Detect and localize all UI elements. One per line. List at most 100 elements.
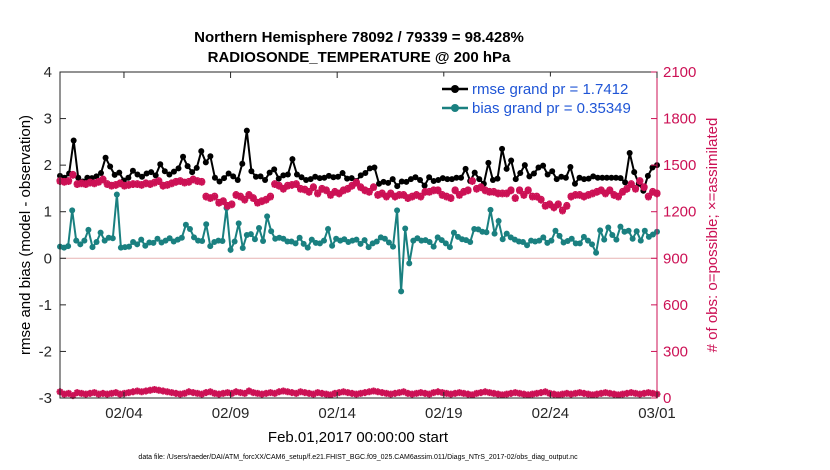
data-point [614,193,622,201]
data-point [344,185,352,193]
data-point [228,201,236,209]
data-point [292,240,299,247]
data-point [444,176,451,183]
y-tick-label: 1 [44,204,52,221]
data-point [462,165,469,172]
y-tick-label: 2 [44,157,52,174]
data-point [581,176,588,183]
data-point [180,153,187,160]
data-point [507,187,515,195]
data-point [619,188,627,196]
data-point [60,390,68,398]
data-point [448,176,455,183]
data-point [576,191,584,199]
data-point [148,169,155,176]
data-point [619,390,627,398]
data-point [446,244,453,251]
data-point [499,236,506,243]
data-point [189,389,197,397]
y2-tick-label: 1500 [663,157,696,174]
data-point [314,389,322,397]
x-tick-label: 02/09 [212,405,250,422]
data-point [348,389,356,397]
data-point [258,198,266,206]
data-point [597,187,605,195]
data-point [155,386,163,394]
data-point [544,171,551,178]
data-point [150,385,158,393]
data-point [593,390,601,398]
data-point [524,391,532,399]
data-point [556,232,563,239]
data-point [170,168,177,175]
data-point [266,169,273,176]
data-point [395,191,403,199]
data-point [215,199,223,207]
data-point [507,389,515,397]
data-point [279,185,287,193]
data-point [473,185,481,193]
data-point [211,389,219,397]
data-point [112,181,120,189]
data-point [352,390,360,398]
data-point [301,389,309,397]
data-point [590,173,597,180]
data-point [477,184,485,192]
data-point [406,260,413,267]
data-point [434,388,442,396]
data-point [498,391,506,399]
data-point [511,389,519,397]
data-point [176,390,184,398]
data-point [468,177,476,185]
data-point [249,195,257,203]
legend-rmse-marker [451,85,459,93]
data-point [221,175,228,182]
data-point [485,159,492,166]
data-point [508,157,515,164]
data-point [185,178,193,186]
data-point [357,172,364,179]
data-point [585,175,592,182]
data-point [142,242,149,249]
data-point [622,179,629,186]
data-point [95,178,103,186]
data-point [499,145,506,152]
data-point [166,235,173,242]
data-point [443,389,451,397]
data-point [239,160,246,167]
data-point [389,176,396,183]
data-point [339,170,346,177]
x-tick-label: 02/24 [532,405,570,422]
data-point [316,175,323,182]
data-point [206,195,214,203]
data-point [304,244,311,251]
data-point [111,171,118,178]
data-point [576,240,583,247]
data-point [348,182,356,190]
data-point [477,389,485,397]
data-point [362,170,369,177]
data-point [605,224,612,231]
y-tick-label: 4 [44,64,52,81]
data-point [425,188,433,196]
data-point [175,165,182,172]
data-point [297,185,305,193]
y-tick-label: 3 [44,111,52,128]
data-point [373,238,380,245]
data-point [305,188,313,196]
data-point [485,188,493,196]
data-point [292,389,300,397]
data-point [550,390,558,398]
data-point [203,221,210,228]
data-point [567,193,575,201]
data-point [116,390,124,398]
data-point [181,179,189,187]
data-layer [56,127,661,400]
data-point [606,389,614,397]
data-point [644,389,652,397]
data-point [215,390,223,398]
data-point [102,154,109,161]
data-point [589,190,597,198]
data-point [93,238,100,245]
